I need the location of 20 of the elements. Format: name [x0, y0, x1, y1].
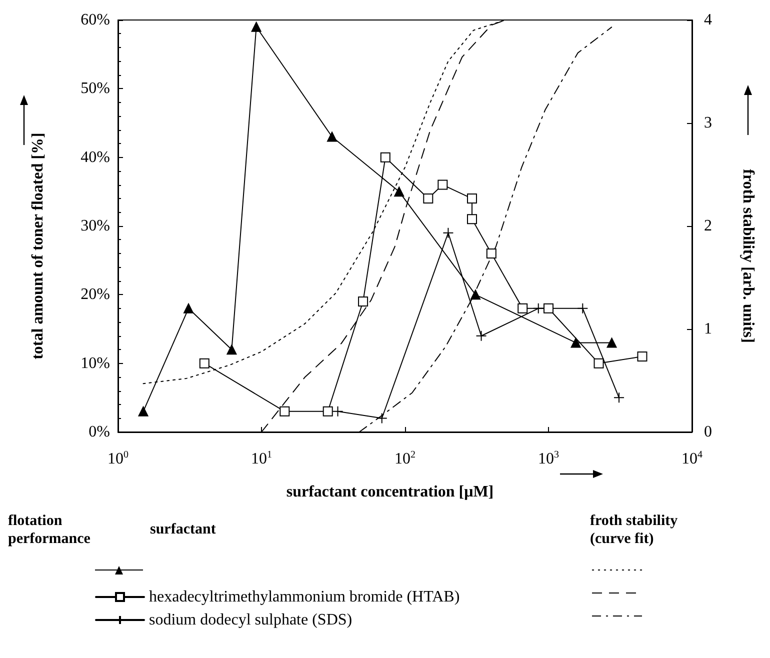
y-tick-label: 20% [80, 286, 110, 304]
text: froth stability (curve fit) [590, 513, 682, 547]
y-tick-label: 60% [80, 12, 110, 28]
y2-tick-label: 4 [704, 12, 712, 28]
y2-tick-label: 0 [704, 424, 712, 440]
y2-tick-label: 3 [704, 114, 712, 132]
text: surfactant [150, 522, 216, 538]
x-axis-title: surfactant concentration [μM] [286, 484, 494, 500]
legend-label: sodium dodecyl sulphate (SDS) [149, 612, 352, 628]
y-tick-label: 30% [80, 218, 110, 234]
y-tick-label: 0% [88, 424, 110, 440]
y2-tick-label: 2 [704, 218, 712, 234]
legend-label: hexadecyltrimethylammonium bromide (HTAB) [149, 588, 460, 606]
y-axis-title: total amount of toner floated [%] [30, 132, 46, 360]
y-tick-label: 40% [80, 148, 110, 166]
y-tick-label: 10% [80, 354, 110, 372]
y2-axis-title: froth stability [arb. units] [740, 169, 756, 343]
y2-tick-label: 1 [704, 320, 712, 338]
legend-title: flotation performance [8, 513, 91, 547]
y-tick-label: 50% [80, 80, 110, 98]
